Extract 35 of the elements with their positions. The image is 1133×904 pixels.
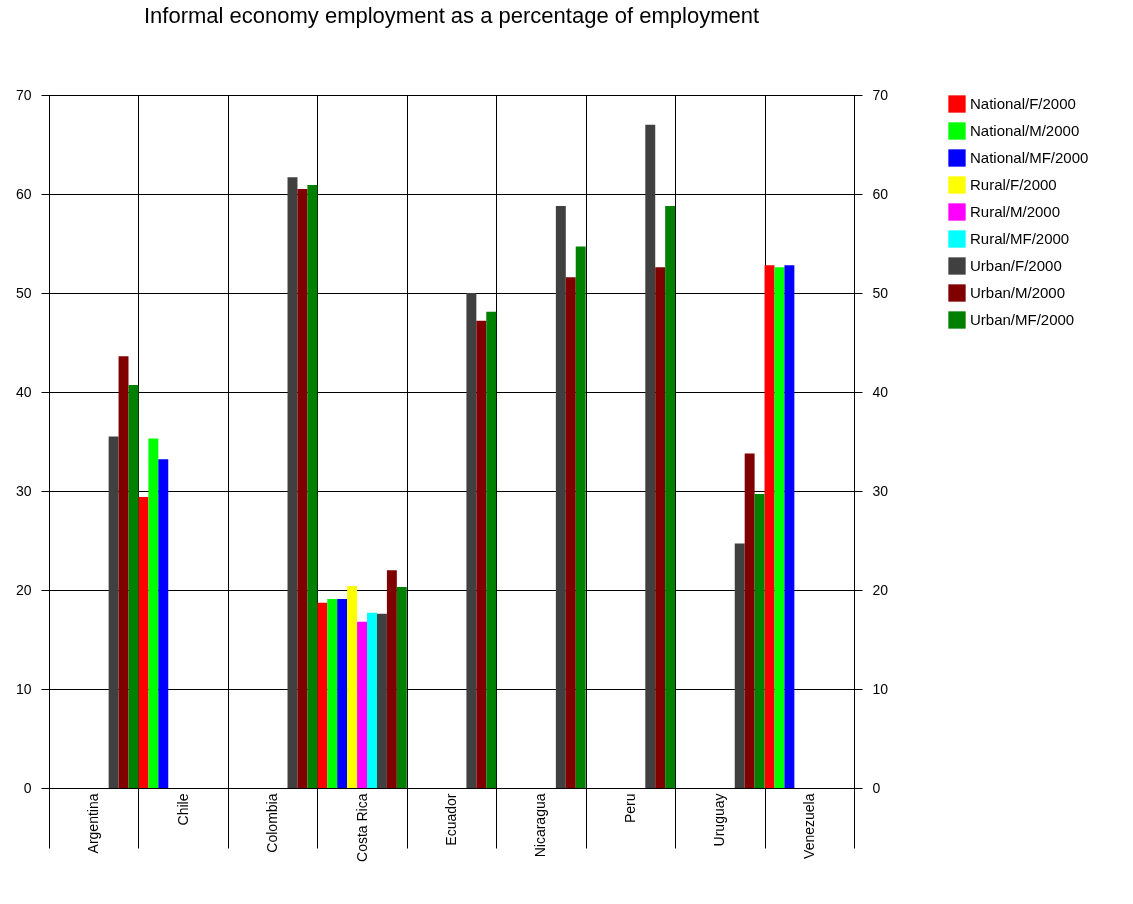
x-tick-label: Costa Rica <box>353 793 370 862</box>
x-tick-label: Argentina <box>85 793 102 854</box>
y2-tick-label: 10 <box>872 680 889 697</box>
y-tick-label: 60 <box>15 185 32 202</box>
legend-label: Urban/F/2000 <box>970 257 1062 274</box>
y-tick-label: 50 <box>15 284 32 301</box>
x-tick-label: Nicaragua <box>532 793 549 858</box>
y-tick-label: 10 <box>15 680 32 697</box>
y2-tick-label: 0 <box>872 779 881 796</box>
y2-tick-label: 70 <box>872 86 889 103</box>
y2-tick-label: 40 <box>872 383 889 400</box>
legend-label: Urban/MF/2000 <box>970 311 1075 328</box>
legend-label: Urban/M/2000 <box>970 284 1066 301</box>
legend-label: National/F/2000 <box>970 95 1076 112</box>
x-tick-label: Ecuador <box>443 793 459 846</box>
x-tick-label: Venezuela <box>800 793 817 859</box>
y2-tick-label: 20 <box>872 581 889 598</box>
legend-label: Rural/F/2000 <box>970 176 1057 193</box>
x-tick-label: Chile <box>174 793 191 826</box>
y-tick-label: 30 <box>15 482 32 499</box>
legend-label: Rural/MF/2000 <box>970 230 1070 247</box>
y-tick-label: 40 <box>15 383 32 400</box>
legend-label: National/MF/2000 <box>970 149 1089 166</box>
x-tick-label: Peru <box>621 793 638 824</box>
x-tick-label: Colombia <box>264 793 281 853</box>
y-tick-label: 0 <box>23 779 32 796</box>
legend-label: Rural/M/2000 <box>970 203 1061 220</box>
legend-label: National/M/2000 <box>970 122 1080 139</box>
y-tick-label: 20 <box>15 581 32 598</box>
y-tick-label: 70 <box>15 86 32 103</box>
chart-title: Informal economy employment as a percentage of employment <box>143 3 760 28</box>
y2-tick-label: 60 <box>872 185 889 202</box>
x-tick-label: Uruguay <box>711 793 728 847</box>
y2-tick-label: 30 <box>872 482 889 499</box>
y2-tick-label: 50 <box>872 284 889 301</box>
